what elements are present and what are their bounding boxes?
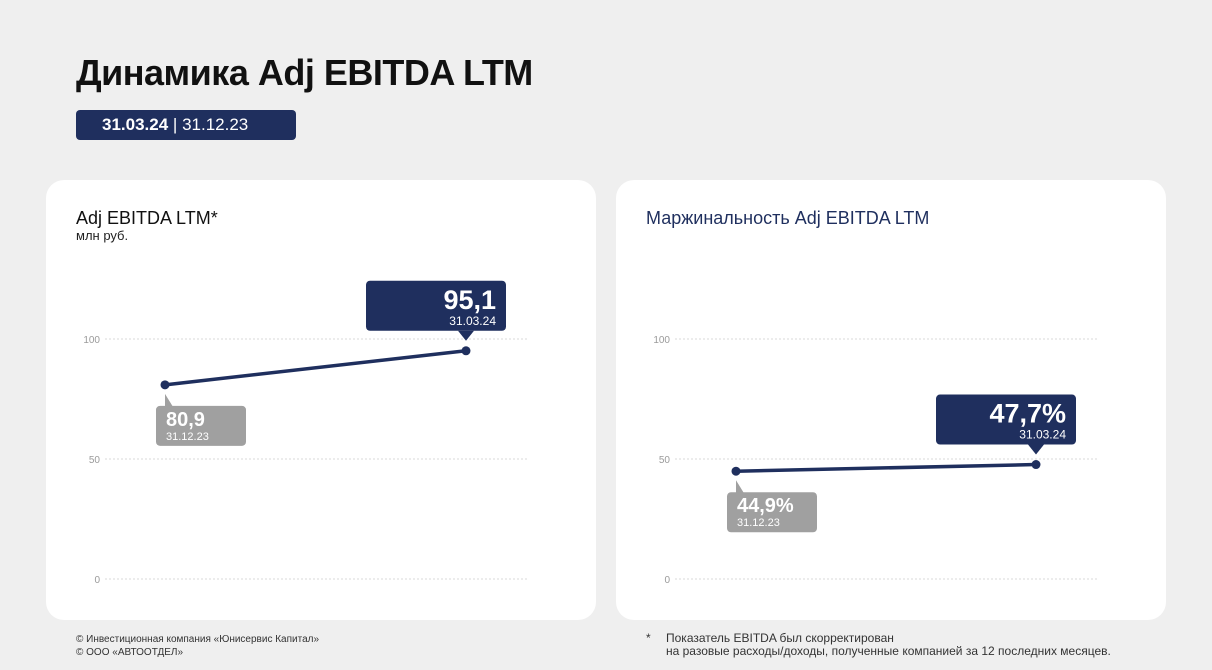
margin-chart-card: Маржинальность Adj EBITDA LTM 0 50 100 44,9… (616, 180, 1166, 620)
value-label-current: 47,7% (989, 399, 1066, 429)
y-tick-label: 100 (653, 335, 670, 346)
margin-line-chart: 0 50 100 44,9%31.12.23 47,7%31.03.24 (653, 335, 1097, 586)
period-badge: 31.03.24 | 31.12.23 (76, 110, 296, 140)
copyright-autootdel: © ООО «АВТООТДЕЛ» (76, 647, 184, 658)
y-tick-label: 0 (664, 575, 670, 586)
footnote-line-2: на разовые расходы/доходы, полученные ко… (666, 644, 1111, 658)
y-tick-label: 0 (94, 575, 100, 586)
callout-pointer (165, 393, 173, 407)
date-label-prev: 31.12.23 (166, 431, 209, 443)
callout-prev (156, 405, 246, 446)
value-label-prev: 80,9 (166, 409, 205, 431)
callout-current (936, 394, 1076, 445)
period-previous: 31.12.23 (182, 115, 249, 134)
callout-pointer (736, 480, 744, 494)
date-label-current: 31.03.24 (449, 314, 496, 328)
footnote-line-1: Показатель EBITDA был скорректирован (666, 631, 894, 645)
copyright-company: © Инвестиционная компания «Юнисервис Кап… (76, 634, 320, 645)
series-line (164, 349, 467, 387)
data-point (160, 380, 170, 390)
value-label-current: 95,1 (443, 285, 496, 315)
y-tick-label: 50 (89, 455, 101, 466)
data-point (461, 346, 471, 356)
callout-pointer (458, 330, 474, 341)
callout-prev (727, 492, 817, 533)
footnote-marker: * (646, 631, 651, 645)
footnote: * Показатель EBITDA был скорректирован н… (646, 632, 1111, 658)
data-point (1031, 460, 1041, 470)
chart-unit: млн руб. (76, 228, 129, 243)
callout-current (366, 280, 506, 331)
y-tick-label: 100 (83, 335, 100, 346)
period-current: 31.03.24 (102, 115, 169, 134)
data-point (731, 466, 741, 476)
date-label-current: 31.03.24 (1019, 428, 1066, 442)
page-title: Динамика Adj EBITDA LTM (76, 52, 533, 93)
ebitda-line-chart: 0 50 100 80,931.12.23 95,131.03.24 (83, 280, 527, 586)
series-line (735, 462, 1037, 473)
value-label-prev: 44,9% (737, 495, 794, 517)
date-label-prev: 31.12.23 (737, 517, 780, 529)
period-separator: | (168, 115, 183, 134)
chart-title: Adj EBITDA LTM* (76, 208, 218, 228)
callout-pointer (1028, 444, 1044, 455)
ebitda-chart-card: Adj EBITDA LTM* млн руб. 0 50 100 80,9 31.12… (46, 180, 596, 620)
y-tick-label: 50 (659, 455, 671, 466)
chart-title: Маржинальность Adj EBITDA LTM (646, 208, 930, 228)
